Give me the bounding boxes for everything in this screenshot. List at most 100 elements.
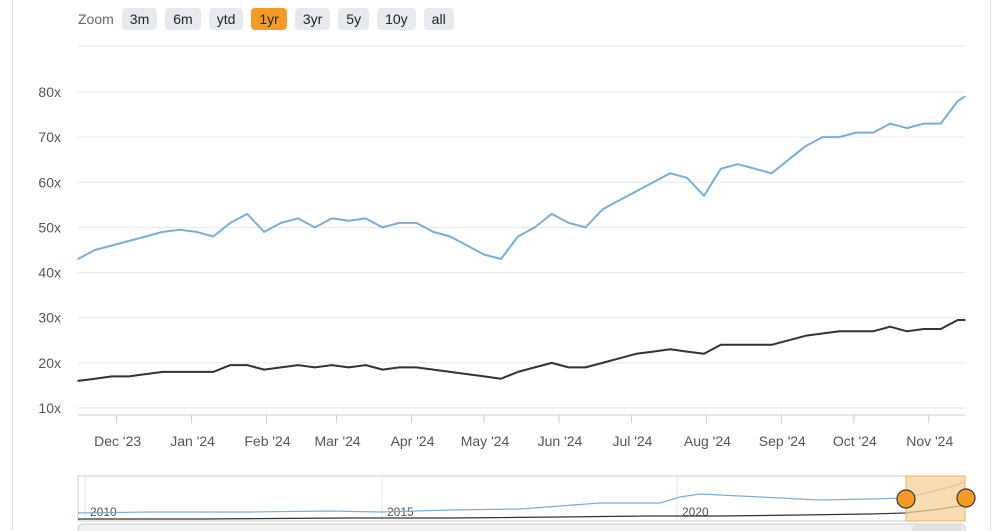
data-point	[956, 319, 959, 321]
data-point	[923, 122, 925, 125]
data-point	[686, 350, 688, 353]
data-point	[652, 350, 654, 353]
data-point	[770, 344, 773, 346]
data-point	[770, 172, 773, 175]
zoom-10y-button[interactable]: 10y	[377, 8, 416, 30]
data-point	[161, 231, 164, 233]
data-point	[635, 190, 638, 193]
data-point	[280, 222, 282, 224]
data-point	[872, 330, 874, 333]
zoom-1yr-button[interactable]: 1yr	[251, 8, 287, 30]
data-point	[449, 371, 452, 373]
y-tick-label: 50x	[38, 219, 61, 235]
data-point	[381, 226, 384, 229]
data-point	[872, 131, 874, 134]
x-tick-label: Jul '24	[612, 433, 652, 449]
y-tick-label: 60x	[38, 174, 61, 190]
data-point	[737, 344, 739, 346]
data-point	[652, 181, 654, 184]
data-point	[483, 375, 485, 378]
data-point	[212, 235, 215, 238]
y-tick-label: 70x	[38, 129, 61, 145]
data-point	[280, 366, 282, 369]
data-point	[381, 368, 384, 371]
navigator-frame	[77, 475, 966, 522]
data-point	[297, 364, 299, 366]
data-point	[77, 380, 79, 382]
data-point	[415, 222, 418, 224]
data-point	[347, 219, 350, 222]
x-tick-label: Nov '24	[906, 433, 953, 449]
zoom-5y-button[interactable]: 5y	[338, 8, 370, 30]
data-point	[787, 339, 790, 342]
x-tick-label: Sep '24	[759, 433, 806, 449]
y-tick-label: 20x	[38, 355, 61, 371]
data-point	[618, 357, 621, 360]
data-point	[821, 332, 824, 335]
data-point	[297, 217, 299, 220]
x-tick-label: Oct '24	[833, 433, 877, 449]
data-point	[601, 208, 604, 211]
data-point	[686, 177, 688, 179]
data-point	[567, 222, 570, 224]
left-divider	[12, 0, 13, 531]
data-point	[618, 199, 621, 202]
x-tick-label: Feb '24	[244, 433, 290, 449]
data-point	[906, 127, 908, 129]
navigator-left-handle[interactable]	[896, 489, 916, 509]
data-point	[838, 330, 841, 333]
x-tick-label: Mar '24	[314, 433, 360, 449]
data-point	[94, 249, 96, 251]
data-point	[923, 328, 925, 330]
series-dark-line-points	[77, 319, 966, 382]
series-dark-line	[77, 319, 965, 382]
data-point	[483, 253, 485, 256]
data-point	[669, 348, 671, 351]
data-point	[77, 258, 79, 260]
data-point	[398, 366, 401, 369]
data-point	[449, 235, 452, 238]
data-point	[144, 235, 147, 238]
data-point	[567, 366, 570, 369]
x-tick-label: Jan '24	[170, 433, 215, 449]
data-point	[720, 344, 722, 346]
data-point	[246, 213, 248, 215]
data-point	[178, 228, 181, 231]
navigator-scrollbar-thumb[interactable]	[912, 525, 962, 531]
data-point	[889, 325, 891, 328]
right-divider	[990, 0, 991, 531]
data-point	[347, 366, 350, 369]
data-point	[331, 364, 333, 366]
y-tick-label: 10x	[38, 400, 61, 416]
navigator-right-handle[interactable]	[956, 488, 976, 508]
data-point	[466, 244, 468, 247]
data-point	[466, 373, 468, 375]
data-point	[517, 235, 519, 238]
zoom-all-button[interactable]: all	[423, 8, 454, 30]
zoom-3yr-button[interactable]: 3yr	[294, 8, 331, 30]
data-point	[753, 344, 756, 346]
data-point	[906, 330, 908, 333]
data-point	[584, 366, 587, 369]
series-light-line	[77, 95, 966, 260]
data-point	[314, 226, 316, 229]
zoom-3m-button[interactable]: 3m	[121, 8, 158, 30]
data-point	[550, 362, 553, 364]
data-point	[855, 131, 857, 134]
zoom-6m-button[interactable]: 6m	[165, 8, 201, 30]
data-point	[500, 377, 502, 380]
data-point	[669, 172, 671, 175]
zoom-ytd-button[interactable]: ytd	[208, 8, 244, 30]
data-point	[753, 167, 756, 170]
zoom-label: Zoom	[78, 11, 114, 27]
y-tick-label: 40x	[38, 265, 61, 281]
data-point	[263, 231, 265, 233]
data-point	[787, 158, 790, 161]
data-point	[964, 319, 966, 321]
x-tick-label: May '24	[461, 433, 510, 449]
data-point	[601, 362, 604, 364]
data-point	[111, 375, 113, 378]
data-point	[534, 226, 536, 229]
data-point	[720, 167, 722, 170]
data-point	[940, 122, 942, 125]
